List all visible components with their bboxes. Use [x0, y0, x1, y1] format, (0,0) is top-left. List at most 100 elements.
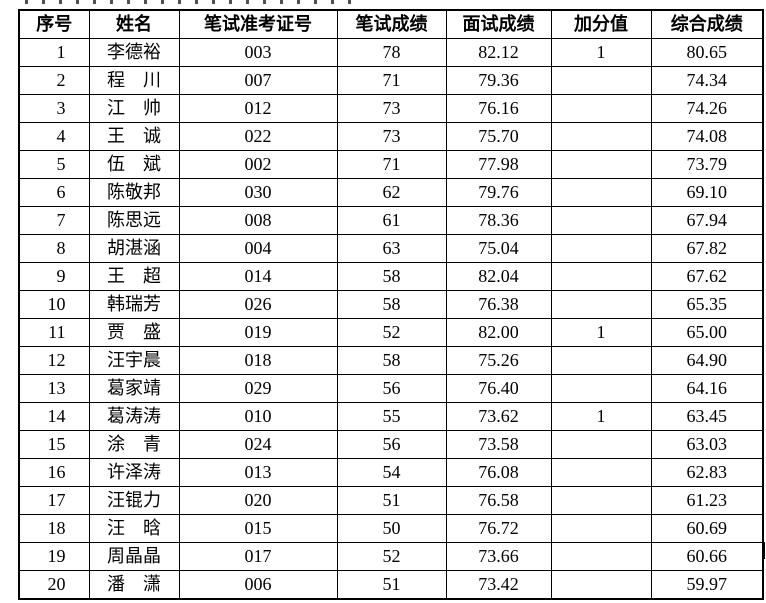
- cell-written: 51: [336, 486, 447, 515]
- cell-written: 63: [336, 234, 447, 263]
- cell-ticket-no: 013: [178, 458, 338, 487]
- cell-name: 王 诚: [88, 122, 180, 151]
- cell-index: 4: [18, 122, 90, 151]
- cell-name: 许泽涛: [88, 458, 180, 487]
- table-row: 8 胡湛涵 004 63 75.04 67.82: [18, 234, 764, 263]
- cell-bonus: 1: [550, 318, 652, 347]
- cell-bonus: [550, 346, 652, 375]
- cell-ticket-no: 002: [178, 150, 338, 179]
- table-row: 17 汪锟力 020 51 76.58 61.23: [18, 486, 764, 515]
- col-header-name: 姓名: [88, 9, 180, 39]
- table-row: 1 李德裕 003 78 82.12 1 80.65: [18, 38, 764, 67]
- cell-ticket-no: 015: [178, 514, 338, 543]
- cell-written: 71: [336, 66, 447, 95]
- cell-written: 52: [336, 318, 447, 347]
- cell-index: 18: [18, 514, 90, 543]
- cell-index: 3: [18, 94, 90, 123]
- cell-interview: 82.12: [445, 38, 552, 67]
- cell-ticket-no: 008: [178, 206, 338, 235]
- cell-index: 15: [18, 430, 90, 459]
- col-header-ticket-no: 笔试准考证号: [178, 9, 338, 39]
- cell-total: 65.35: [650, 290, 764, 319]
- cell-name: 贾 盛: [88, 318, 180, 347]
- cell-written: 55: [336, 402, 447, 431]
- table-row: 10 韩瑞芳 026 58 76.38 65.35: [18, 290, 764, 319]
- cell-name: 汪 晗: [88, 514, 180, 543]
- cell-name: 葛涛涛: [88, 402, 180, 431]
- table-row: 7 陈思远 008 61 78.36 67.94: [18, 206, 764, 235]
- cell-index: 2: [18, 66, 90, 95]
- cell-index: 13: [18, 374, 90, 403]
- col-header-bonus: 加分值: [550, 9, 652, 39]
- cell-total: 64.16: [650, 374, 764, 403]
- score-table: 序号 姓名 笔试准考证号 笔试成绩 面试成绩 加分值 综合成绩 1 李德裕 003 7…: [18, 9, 764, 600]
- col-header-written: 笔试成绩: [336, 9, 447, 39]
- cell-total: 62.83: [650, 458, 764, 487]
- table-row: 11 贾 盛 019 52 82.00 1 65.00: [18, 318, 764, 347]
- cell-index: 1: [18, 38, 90, 67]
- cell-interview: 79.76: [445, 178, 552, 207]
- cell-total: 60.66: [650, 542, 764, 571]
- cell-interview: 82.04: [445, 262, 552, 291]
- cell-interview: 75.04: [445, 234, 552, 263]
- cell-index: 10: [18, 290, 90, 319]
- table-row: 16 许泽涛 013 54 76.08 62.83: [18, 458, 764, 487]
- header-row: 序号 姓名 笔试准考证号 笔试成绩 面试成绩 加分值 综合成绩: [18, 9, 764, 39]
- cell-interview: 76.16: [445, 94, 552, 123]
- table-row: 14 葛涛涛 010 55 73.62 1 63.45: [18, 402, 764, 431]
- cell-index: 16: [18, 458, 90, 487]
- col-header-index: 序号: [18, 9, 90, 39]
- cell-bonus: [550, 570, 652, 600]
- cell-bonus: [550, 458, 652, 487]
- col-header-interview: 面试成绩: [445, 9, 552, 39]
- cell-interview: 79.36: [445, 66, 552, 95]
- cell-name: 涂 青: [88, 430, 180, 459]
- cell-ticket-no: 012: [178, 94, 338, 123]
- cell-interview: 76.72: [445, 514, 552, 543]
- cell-ticket-no: 004: [178, 234, 338, 263]
- cell-written: 58: [336, 290, 447, 319]
- cell-bonus: [550, 178, 652, 207]
- cell-bonus: [550, 290, 652, 319]
- cell-index: 14: [18, 402, 90, 431]
- cell-ticket-no: 022: [178, 122, 338, 151]
- cell-interview: 73.62: [445, 402, 552, 431]
- table-row: 13 葛家靖 029 56 76.40 64.16: [18, 374, 764, 403]
- cell-total: 64.90: [650, 346, 764, 375]
- cell-written: 58: [336, 346, 447, 375]
- cell-index: 9: [18, 262, 90, 291]
- cell-index: 7: [18, 206, 90, 235]
- cell-bonus: [550, 94, 652, 123]
- cell-bonus: [550, 122, 652, 151]
- table-row: 15 涂 青 024 56 73.58 63.03: [18, 430, 764, 459]
- cell-ticket-no: 006: [178, 570, 338, 600]
- cell-written: 56: [336, 430, 447, 459]
- cell-name: 韩瑞芳: [88, 290, 180, 319]
- cell-index: 12: [18, 346, 90, 375]
- cell-name: 汪宇晨: [88, 346, 180, 375]
- table-header: 序号 姓名 笔试准考证号 笔试成绩 面试成绩 加分值 综合成绩: [18, 9, 764, 39]
- cell-interview: 75.26: [445, 346, 552, 375]
- cell-ticket-no: 003: [178, 38, 338, 67]
- cell-bonus: [550, 262, 652, 291]
- cell-index: 8: [18, 234, 90, 263]
- cell-name: 葛家靖: [88, 374, 180, 403]
- cell-written: 61: [336, 206, 447, 235]
- cell-ticket-no: 018: [178, 346, 338, 375]
- cell-index: 11: [18, 318, 90, 347]
- cell-name: 陈敬邦: [88, 178, 180, 207]
- cell-ticket-no: 030: [178, 178, 338, 207]
- text-cursor: [762, 542, 765, 559]
- cell-interview: 73.66: [445, 542, 552, 571]
- cell-written: 50: [336, 514, 447, 543]
- cell-total: 65.00: [650, 318, 764, 347]
- cell-written: 71: [336, 150, 447, 179]
- cell-total: 63.45: [650, 402, 764, 431]
- cell-total: 74.08: [650, 122, 764, 151]
- cell-total: 61.23: [650, 486, 764, 515]
